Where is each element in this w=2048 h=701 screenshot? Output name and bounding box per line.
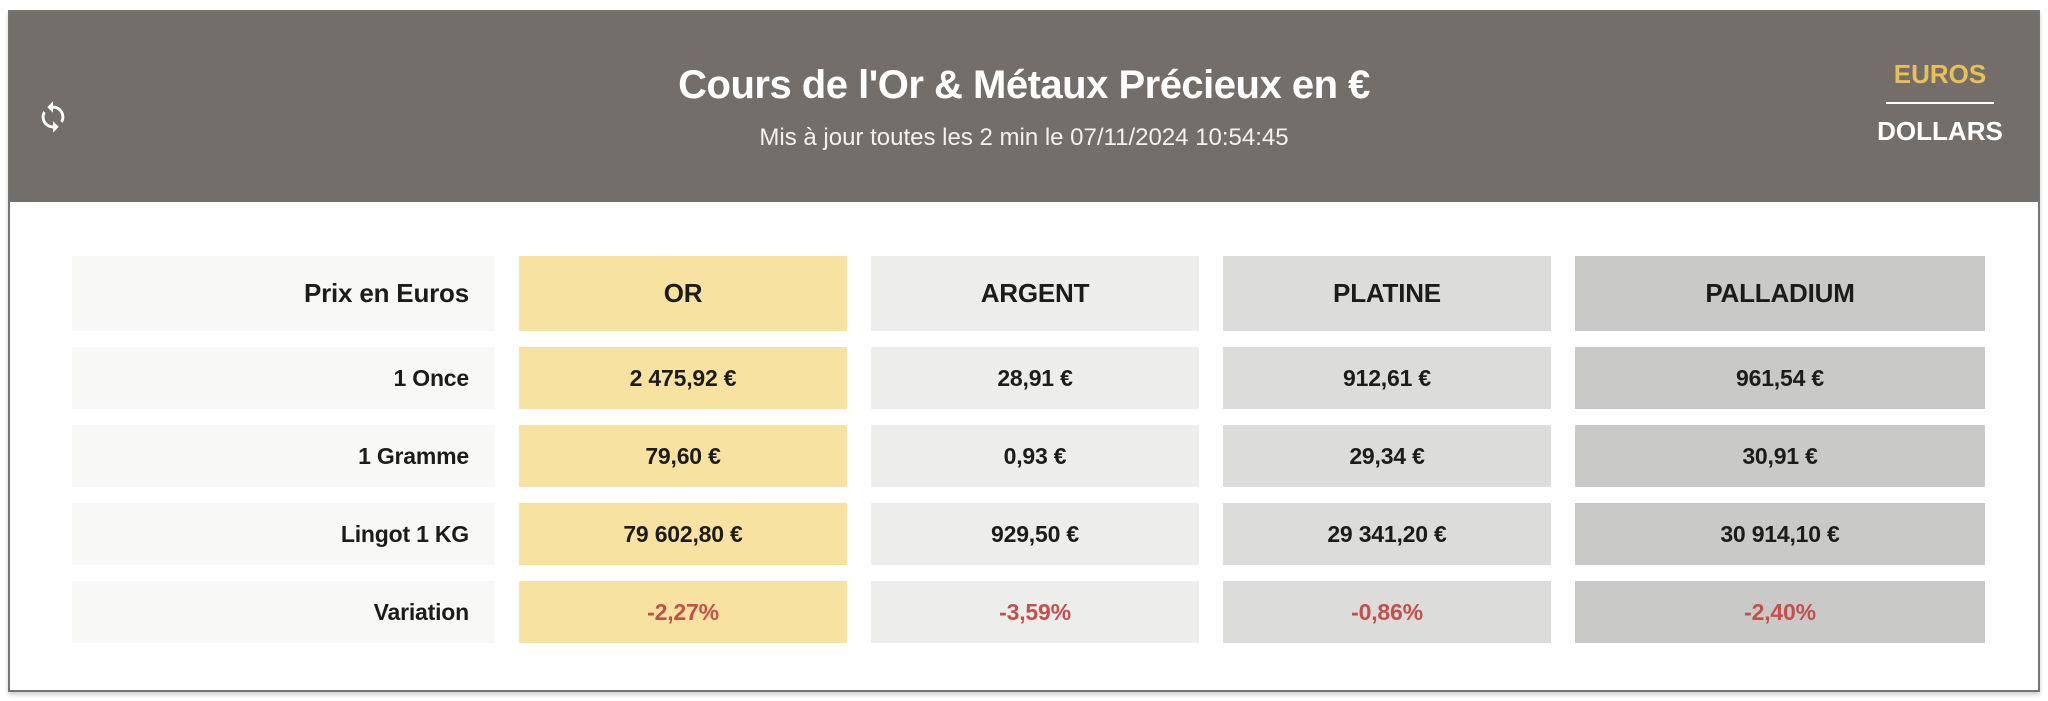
row-label-variation: Variation (72, 581, 495, 643)
header-titles: Cours de l'Or & Métaux Précieux en € Mis… (10, 62, 2038, 152)
value-platine-lingot: 29 341,20 € (1223, 503, 1551, 565)
value-palladium-lingot: 30 914,10 € (1575, 503, 1985, 565)
refresh-icon (41, 101, 65, 133)
update-status: Mis à jour toutes les 2 min le 07/11/202… (759, 124, 1289, 151)
row-label-gramme: 1 Gramme (72, 425, 495, 487)
variation-or: -2,27% (519, 581, 847, 643)
currency-toggle: EUROS DOLLARS (1874, 59, 2006, 146)
value-platine-once: 912,61 € (1223, 347, 1551, 409)
value-argent-lingot: 929,50 € (871, 503, 1199, 565)
value-or-once: 2 475,92 € (519, 347, 847, 409)
variation-palladium: -2,40% (1575, 581, 1985, 643)
value-palladium-gramme: 30,91 € (1575, 425, 1985, 487)
value-platine-gramme: 29,34 € (1223, 425, 1551, 487)
value-argent-once: 28,91 € (871, 347, 1199, 409)
variation-platine: -0,86% (1223, 581, 1551, 643)
variation-argent: -3,59% (871, 581, 1199, 643)
refresh-button[interactable] (30, 94, 76, 140)
column-header-argent: ARGENT (871, 256, 1199, 331)
value-argent-gramme: 0,93 € (871, 425, 1199, 487)
column-header-or: OR (519, 256, 847, 331)
value-or-gramme: 79,60 € (519, 425, 847, 487)
value-or-lingot: 79 602,80 € (519, 503, 847, 565)
row-label-lingot: Lingot 1 KG (72, 503, 495, 565)
column-header-palladium: PALLADIUM (1575, 256, 1985, 331)
widget-header: Cours de l'Or & Métaux Précieux en € Mis… (10, 12, 2038, 202)
currency-divider (1886, 102, 1994, 104)
currency-option-dollars[interactable]: DOLLARS (1877, 116, 2003, 146)
column-header-platine: PLATINE (1223, 256, 1551, 331)
gold-price-widget: Cours de l'Or & Métaux Précieux en € Mis… (8, 10, 2040, 692)
row-label-once: 1 Once (72, 347, 495, 409)
value-palladium-once: 961,54 € (1575, 347, 1985, 409)
table-corner-label: Prix en Euros (72, 256, 495, 331)
currency-option-euros[interactable]: EUROS (1893, 59, 1987, 89)
page-title: Cours de l'Or & Métaux Précieux en € (678, 63, 1370, 107)
prices-table: Prix en Euros OR ARGENT PLATINE PALLADIU… (72, 256, 2038, 643)
widget-body: Prix en Euros OR ARGENT PLATINE PALLADIU… (10, 202, 2038, 643)
